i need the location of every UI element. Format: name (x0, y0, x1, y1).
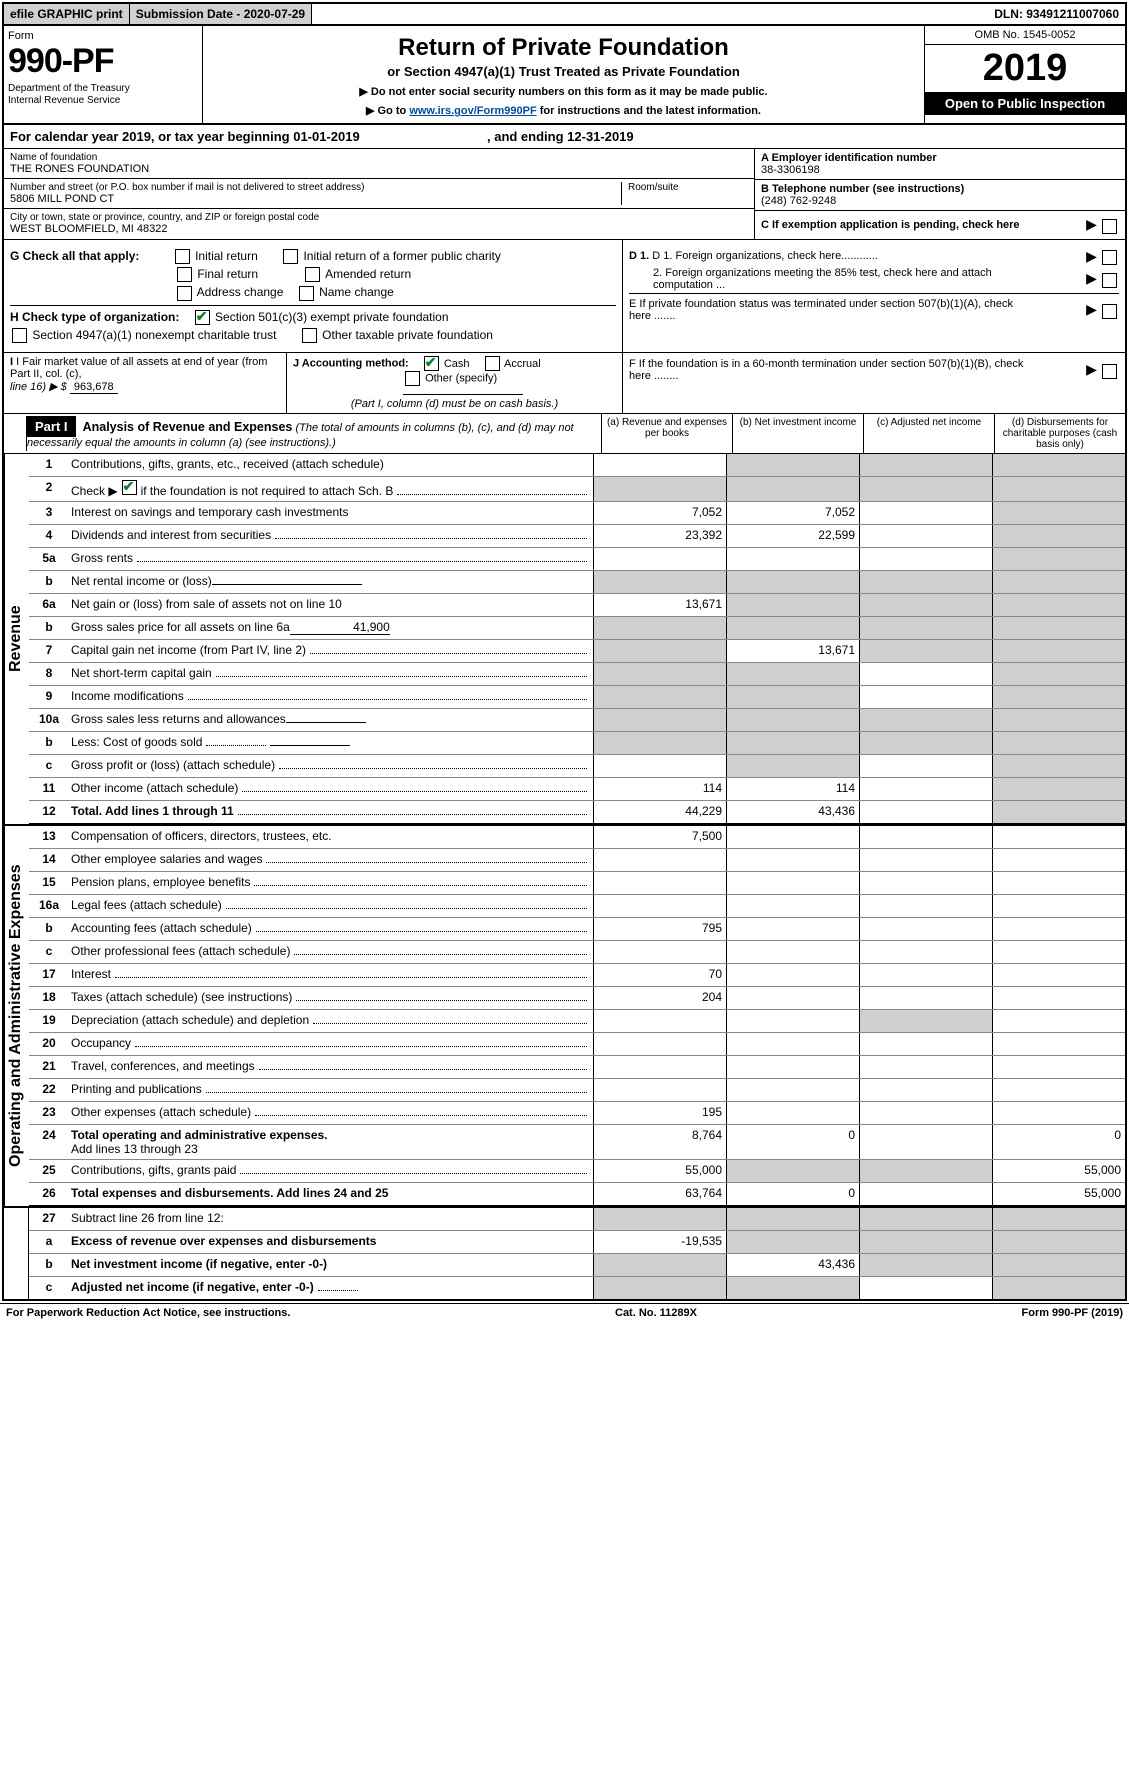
col-c: (c) Adjusted net income (864, 414, 995, 453)
header-left: Form 990-PF Department of the Treasury I… (4, 26, 203, 123)
expenses-section: Operating and Administrative Expenses 13… (4, 824, 1125, 1206)
cb-f[interactable] (1102, 364, 1117, 379)
side-revenue: Revenue (4, 454, 29, 824)
note-goto: ▶ Go to www.irs.gov/Form990PF for instru… (209, 104, 918, 117)
d1-row: D 1. D 1. Foreign organizations, check h… (629, 248, 1119, 266)
cb-other-taxable[interactable] (302, 328, 317, 343)
cb-d1[interactable] (1102, 250, 1117, 265)
form-container: efile GRAPHIC print Submission Date - 20… (2, 2, 1127, 1301)
cb-other-method[interactable] (405, 371, 420, 386)
dln: DLN: 93491211007060 (988, 4, 1125, 24)
form-ref: Form 990-PF (2019) (1022, 1307, 1123, 1319)
col-d: (d) Disbursements for charitable purpose… (995, 414, 1125, 453)
tax-year: 2019 (925, 45, 1125, 92)
cb-4947[interactable] (12, 328, 27, 343)
exemption-pending: C If exemption application is pending, c… (755, 211, 1125, 239)
g-row: G Check all that apply: Initial return I… (10, 249, 616, 264)
ein-cell: A Employer identification number 38-3306… (755, 149, 1125, 180)
cb-initial-former[interactable] (283, 249, 298, 264)
e-row: E If private foundation status was termi… (629, 293, 1119, 322)
dept-treasury: Department of the Treasury Internal Reve… (8, 83, 198, 107)
address-cell: Number and street (or P.O. box number if… (4, 179, 754, 209)
phone-cell: B Telephone number (see instructions) (2… (755, 180, 1125, 211)
instructions-link[interactable]: www.irs.gov/Form990PF (409, 105, 536, 117)
ij-row: I I Fair market value of all assets at e… (4, 353, 1125, 414)
omb-number: OMB No. 1545-0052 (925, 26, 1125, 45)
cb-initial-return[interactable] (175, 249, 190, 264)
cb-cash[interactable] (424, 356, 439, 371)
header: Form 990-PF Department of the Treasury I… (4, 26, 1125, 125)
col-b: (b) Net investment income (733, 414, 864, 453)
efile-print[interactable]: efile GRAPHIC print (4, 4, 130, 24)
cb-d2[interactable] (1102, 273, 1117, 288)
note-ssn: ▶ Do not enter social security numbers o… (209, 85, 918, 98)
cb-sch-b[interactable] (122, 480, 137, 495)
identity-block: Name of foundation THE RONES FOUNDATION … (4, 149, 1125, 240)
paperwork-notice: For Paperwork Reduction Act Notice, see … (6, 1307, 290, 1319)
revenue-section: Revenue 1Contributions, gifts, grants, e… (4, 454, 1125, 824)
side-expenses: Operating and Administrative Expenses (4, 826, 29, 1206)
i-label: I I Fair market value of all assets at e… (10, 356, 280, 380)
form-word: Form (8, 30, 198, 42)
top-bar: efile GRAPHIC print Submission Date - 20… (4, 4, 1125, 26)
cb-final-return[interactable] (177, 267, 192, 282)
calendar-year: For calendar year 2019, or tax year begi… (4, 125, 1125, 149)
submission-date: Submission Date - 2020-07-29 (130, 4, 312, 24)
cb-amended[interactable] (305, 267, 320, 282)
footer: For Paperwork Reduction Act Notice, see … (0, 1303, 1129, 1322)
cat-no: Cat. No. 11289X (615, 1307, 697, 1319)
cb-501c3[interactable] (195, 310, 210, 325)
cb-accrual[interactable] (485, 356, 500, 371)
d2-row: 2. Foreign organizations meeting the 85%… (629, 267, 1119, 291)
section-g-d: G Check all that apply: Initial return I… (4, 240, 1125, 354)
part1-header: Part I Analysis of Revenue and Expenses … (4, 414, 1125, 454)
fmv-value: 963,678 (70, 381, 118, 394)
f-row: F If the foundation is in a 60-month ter… (629, 358, 1119, 382)
j-note: (Part I, column (d) must be on cash basi… (351, 398, 558, 410)
line27-section: 27Subtract line 26 from line 12: aExcess… (4, 1206, 1125, 1299)
city-cell: City or town, state or province, country… (4, 209, 754, 238)
form-number: 990-PF (8, 42, 198, 81)
form-title: Return of Private Foundation (209, 34, 918, 62)
form-subtitle: or Section 4947(a)(1) Trust Treated as P… (209, 64, 918, 79)
header-right: OMB No. 1545-0052 2019 Open to Public In… (924, 26, 1125, 123)
room-suite-label: Room/suite (628, 182, 748, 193)
checkbox-c[interactable] (1102, 219, 1117, 234)
col-a: (a) Revenue and expenses per books (602, 414, 733, 453)
header-center: Return of Private Foundation or Section … (203, 26, 924, 123)
cb-name-change[interactable] (299, 286, 314, 301)
cb-address-change[interactable] (177, 286, 192, 301)
h-row: H Check type of organization: Section 50… (10, 305, 616, 325)
foundation-name-cell: Name of foundation THE RONES FOUNDATION (4, 149, 754, 179)
cb-e[interactable] (1102, 304, 1117, 319)
open-public: Open to Public Inspection (925, 92, 1125, 115)
